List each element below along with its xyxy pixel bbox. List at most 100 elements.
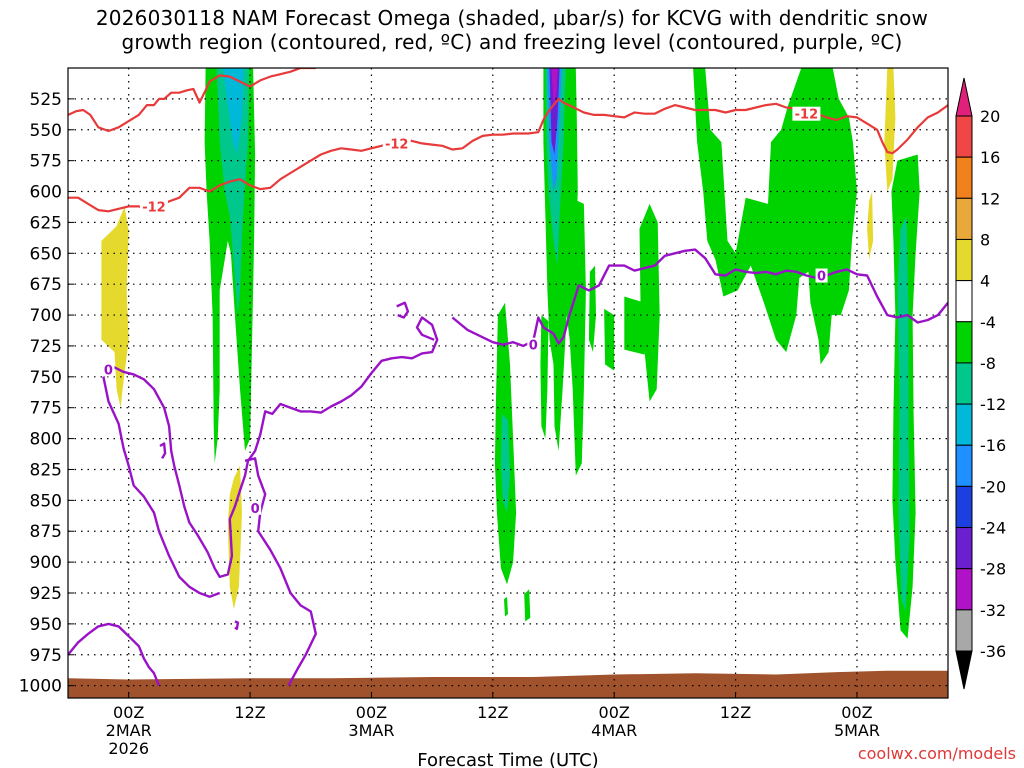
omega-region-22 [693,68,857,365]
x-tick-year-0: 2026 [108,739,149,758]
colorbar-bin-10 [955,485,973,529]
contour-label-2: -12 [795,108,819,123]
colorbar-label-0: 20 [980,107,1000,126]
freezing-contour-7 [396,301,410,319]
colorbar-label-8: -16 [980,436,1006,455]
colorbar-label-13: -36 [980,642,1006,661]
x-tick-date-6: 5MAR [834,721,880,740]
omega-region-16 [540,315,549,439]
y-tick-label-575: 575 [30,152,62,172]
y-tick-label-650: 650 [30,244,62,264]
x-axis-label: Forecast Time (UTC) [417,750,598,768]
title-line-2: growth region (contoured, red, ºC) and f… [121,30,903,54]
colorbar-label-3: 8 [980,230,990,249]
y-tick-label-525: 525 [30,90,62,110]
y-tick-label-750: 750 [30,368,62,388]
colorbar-label-11: -28 [980,560,1006,579]
contour-label-5: 0 [529,339,538,354]
colorbar-bin-13 [955,609,973,652]
contour-label-bg-4 [249,500,262,515]
colorbar-label-4: 4 [980,272,990,291]
x-tick-label-0: 00Z [113,703,144,722]
contour-label-bg-6 [815,268,828,283]
y-tick-label-975: 975 [30,646,62,666]
y-tick-label-800: 800 [30,430,62,450]
freezing-contour-1 [102,376,221,598]
omega-region-1 [227,465,242,610]
colorbar-label-1: 16 [980,148,1000,167]
plot-frame [67,67,949,699]
contour-label-bg-5 [527,337,540,352]
colorbar-bin-3 [955,197,973,240]
omega-region-6 [222,68,244,155]
colorbar-bottom-triangle [955,650,973,690]
omega-region-10 [549,68,560,155]
y-tick-label-600: 600 [30,183,62,203]
omega-region-3 [867,191,874,260]
colorbar-bin-9 [955,444,973,487]
gridlines-layer [68,68,948,698]
colorbar-bin-4 [955,238,973,282]
colorbar-bin-6 [955,321,973,364]
plot-frame-layer [67,67,949,699]
colorbar-bin-5 [955,280,973,323]
colorbar-bin-2 [955,156,973,199]
contour-label-6: 0 [817,270,826,285]
y-tick-label-550: 550 [30,121,62,141]
colorbar-bin-12 [955,568,973,611]
colorbar-top-triangle [955,77,973,117]
colorbar-label-2: 12 [980,189,1000,208]
freezing-contour-4 [451,248,948,348]
colorbar-label-5: -4 [980,313,996,332]
omega-region-14 [504,596,508,617]
contour-label-4: 0 [251,502,260,517]
contour-label-bg-3 [102,362,115,377]
title-line-1: 2026030118 NAM Forecast Omega (shaded, µ… [95,6,929,30]
credit-link[interactable]: coolwx.com/models [857,744,1016,763]
colorbar-label-6: -8 [980,354,996,373]
x-tick-label-4: 00Z [599,703,630,722]
omega-region-13 [500,413,510,513]
x-tick-label-2: 00Z [356,703,387,722]
dgz-contour-0 [68,68,316,133]
colorbar-label-12: -32 [980,601,1006,620]
omega-region-15 [524,589,531,622]
y-tick-label-700: 700 [30,306,62,326]
y-tick-label-825: 825 [30,460,62,480]
x-tick-date-2: 3MAR [348,721,394,740]
x-tick-date-0: 2MAR [106,721,152,740]
y-tick-label-775: 775 [30,399,62,419]
y-tick-label-625: 625 [30,213,62,233]
omega-region-19 [604,308,615,371]
y-tick-label-950: 950 [30,615,62,635]
y-tick-label-1000: 1000 [19,677,62,697]
x-tick-label-5: 12Z [720,703,751,722]
freezing-contour-5 [159,442,167,460]
contours-layer: -12 -12 -12 0 0 0 0 [68,68,948,687]
y-tick-label-925: 925 [30,584,62,604]
y-tick-label-850: 850 [30,491,62,511]
colorbar-label-10: -24 [980,519,1006,538]
terrain-layer [68,670,948,698]
omega-region-18 [588,265,596,353]
freezing-contour-6 [234,620,240,630]
omega-region-21 [639,203,660,402]
colorbar-bin-1 [955,115,973,158]
x-tick-date-4: 4MAR [591,721,637,740]
colorbar-bin-11 [955,527,973,570]
contour-label-1: -12 [385,137,409,152]
colorbar-label-9: -20 [980,477,1006,496]
y-tick-label-875: 875 [30,522,62,542]
contour-label-bg-0 [139,199,168,214]
colorbar: 20 16 12 8 4 -4 -8 -12 -16 -20 -24 -28 -32 -36 [955,77,1006,690]
y-tick-label-725: 725 [30,337,62,357]
colorbar-bin-7 [955,362,973,405]
x-tick-label-6: 00Z [841,703,872,722]
omega-region-17 [569,197,586,476]
colorbar-bin-8 [955,403,973,446]
omega-shading-layer [101,68,920,639]
axes-layer: 525 550 575 600 625 650 675 700 725 750 775 800 825 8… [19,90,880,758]
freezing-contour-3 [244,457,317,687]
freezing-contour-0 [102,316,439,579]
